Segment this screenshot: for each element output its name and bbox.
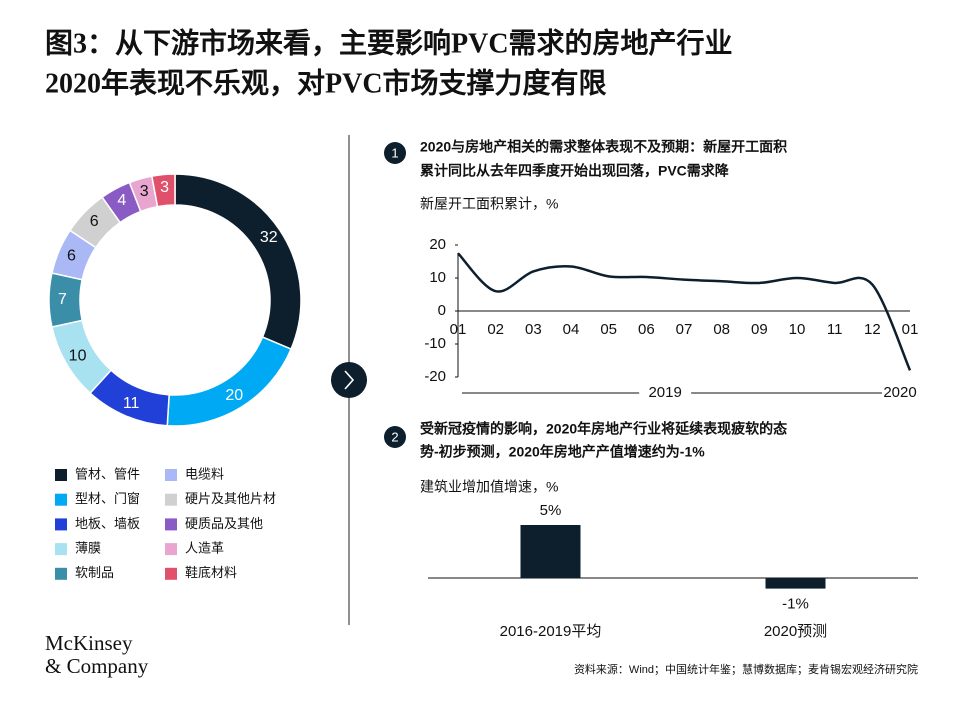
x-tick-label: 01 [902, 321, 919, 338]
legend-label: 硬质品及其他 [185, 516, 263, 531]
chart-title: 新屋开工面积累计，% [420, 196, 558, 212]
section-badge [384, 142, 406, 164]
legend-label: 薄膜 [75, 541, 101, 556]
legend-swatch [55, 493, 67, 506]
data-label: 20 [225, 387, 243, 404]
source-note: 资料来源：Wind；中国统计年鉴；慧博数据库；麦肯锡宏观经济研究院 [574, 662, 918, 676]
x-tick-label: 2016-2019平均 [500, 623, 602, 640]
legend-swatch [165, 469, 177, 481]
year-label: 2019 [648, 384, 681, 401]
y-tick-label: -20 [424, 368, 446, 385]
legend-label: 软制品 [75, 565, 114, 580]
legend-swatch [165, 493, 177, 506]
data-label: 6 [90, 213, 99, 230]
legend-swatch [55, 543, 67, 556]
chart-title: 建筑业增加值增速，% [420, 479, 558, 495]
section-text: 累计同比从去年四季度开始出现回落，PVC需求降 [420, 163, 730, 179]
logo: & Company [45, 654, 149, 678]
title-line: 图3：从下游市场来看，主要影响PVC需求的房地产行业 [45, 26, 733, 59]
x-tick-label: 08 [713, 321, 730, 338]
data-label: 3 [160, 179, 169, 196]
x-tick-label: 10 [789, 321, 806, 338]
arrow-badge [331, 362, 367, 398]
x-tick-label: 03 [525, 321, 542, 338]
data-label: 5% [540, 502, 562, 519]
legend-label: 硬片及其他片材 [185, 491, 276, 506]
legend-swatch [55, 469, 67, 481]
data-label: 3 [140, 183, 149, 200]
legend-swatch [165, 518, 177, 531]
legend-label: 电缆料 [185, 466, 224, 481]
bar [765, 578, 826, 589]
x-tick-label: 02 [487, 321, 504, 338]
data-label: 11 [123, 395, 140, 412]
x-tick-label: 11 [827, 321, 843, 338]
legend-swatch [55, 567, 67, 580]
x-tick-label: 2020预测 [764, 623, 827, 640]
y-tick-label: 10 [429, 269, 446, 286]
legend-swatch [165, 543, 177, 556]
x-tick-label: 12 [864, 321, 881, 338]
legend-label: 人造革 [185, 541, 224, 556]
donut-segment [174, 173, 302, 351]
x-tick-label: 01 [450, 321, 467, 338]
donut-segment [166, 336, 293, 427]
y-tick-label: -10 [424, 335, 446, 352]
data-label: 4 [117, 192, 126, 209]
line-series [457, 252, 912, 371]
x-tick-label: 07 [676, 321, 693, 338]
section-text: 2020与房地产相关的需求整体表现不及预期：新屋开工面积 [420, 139, 787, 155]
data-label: 7 [58, 291, 67, 308]
section-number: 1 [391, 145, 398, 160]
x-tick-label: 05 [600, 321, 617, 338]
legend-label: 管材、管件 [75, 466, 140, 481]
section-badge [384, 426, 406, 448]
section-text: 受新冠疫情的影响，2020年房地产行业将延续表现疲软的态 [420, 421, 787, 437]
legend-label: 地板、墙板 [75, 516, 140, 531]
data-label: -1% [782, 596, 809, 613]
data-label: 32 [260, 229, 278, 246]
legend-swatch [165, 567, 177, 580]
legend-label: 鞋底材料 [185, 565, 237, 580]
x-tick-label: 04 [563, 321, 580, 338]
legend-label: 型材、门窗 [75, 491, 140, 506]
data-label: 6 [67, 247, 76, 264]
title-line: 2020年表现不乐观，对PVC市场支撑力度有限 [45, 66, 607, 99]
y-tick-label: 20 [429, 236, 446, 253]
section-number: 2 [391, 429, 398, 444]
year-label: 2020 [883, 384, 916, 401]
x-tick-label: 09 [751, 321, 768, 338]
logo: McKinsey [45, 631, 133, 655]
donut-segment [150, 173, 176, 208]
bar [520, 525, 581, 578]
y-tick-label: 0 [438, 302, 446, 319]
section-text: 势-初步预测，2020年房地产产值增速约为-1% [420, 444, 705, 460]
arrow-icon [344, 370, 355, 390]
data-label: 10 [69, 347, 87, 364]
x-tick-label: 06 [638, 321, 655, 338]
legend-swatch [55, 518, 67, 531]
